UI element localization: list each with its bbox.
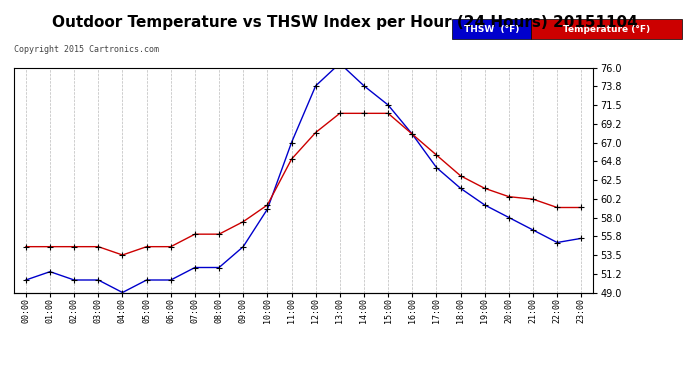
- Text: Outdoor Temperature vs THSW Index per Hour (24 Hours) 20151104: Outdoor Temperature vs THSW Index per Ho…: [52, 15, 638, 30]
- Text: Temperature (°F): Temperature (°F): [563, 25, 650, 34]
- Text: THSW  (°F): THSW (°F): [464, 25, 520, 34]
- Text: Copyright 2015 Cartronics.com: Copyright 2015 Cartronics.com: [14, 45, 159, 54]
